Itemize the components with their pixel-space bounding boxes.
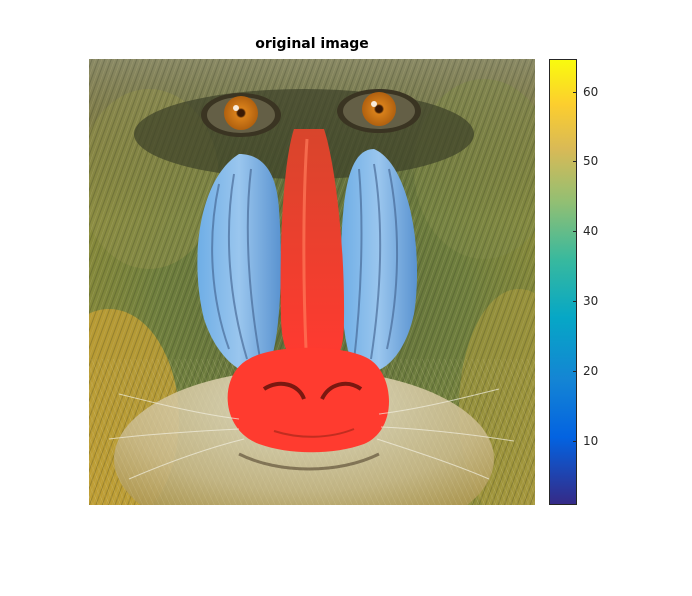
nose-ridge [280,129,345,359]
colorbar-tick-label: 10 [583,434,599,448]
left-nostril [262,381,306,400]
colorbar-tick [573,371,577,372]
colorbar-tick [573,441,577,442]
colorbar-tick-label: 30 [583,294,599,308]
colorbar-tick-label: 20 [583,364,599,378]
left-eye [224,96,258,130]
colorbar-tick-label: 50 [583,154,599,168]
mandrill-image [89,59,535,505]
right-cheek [340,149,418,373]
axes-title: original image [255,36,369,52]
colorbar-tick [573,161,577,162]
colorbar-tick [573,301,577,302]
muzzle [227,347,389,453]
whiskers [108,388,515,480]
colorbar [549,59,577,505]
colorbar-tick-label: 40 [583,224,599,238]
right-eye [362,92,396,126]
mouth [238,452,380,471]
colorbar-tick [573,231,577,232]
left-cheek [197,154,281,375]
image-axes [89,59,535,505]
colorbar-tick [573,92,577,93]
colorbar-tick-label: 60 [583,85,599,99]
right-nostril [320,381,363,400]
